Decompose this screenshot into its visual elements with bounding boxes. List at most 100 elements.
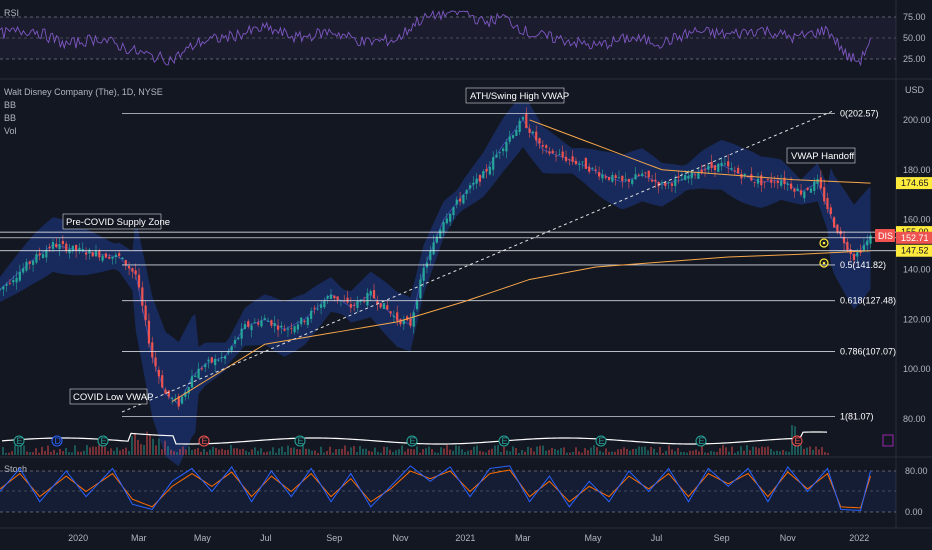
time-axis[interactable]: 2020 Mar May Jul Sep Nov 2021 Mar May Jul Sep Nov 20… [68,533,869,543]
earnings-marker[interactable]: E [97,435,109,447]
svg-text:E: E [298,436,304,446]
volume-bar [26,451,28,455]
alert-icon-2[interactable] [819,258,829,268]
volume-bar [407,448,409,455]
volume-bar [629,450,631,455]
volume-bar [755,447,757,455]
alert-icon-1[interactable] [819,238,829,248]
annotation-pre-covid[interactable]: Pre-COVID Supply Zone [62,213,170,230]
volume-bar [467,450,469,455]
volume-bar [44,450,46,455]
rsi-tick-label: 50.00 [903,33,926,43]
volume-bar [665,450,667,455]
candle-body [154,357,157,367]
volume-bar [659,447,661,455]
candle-body [171,397,174,399]
candle-body [541,145,544,147]
volume-bar [362,448,364,455]
earnings-marker[interactable]: E [406,435,418,447]
price-tag[interactable] [896,177,932,190]
stoch-band [0,471,896,512]
price-pane[interactable]: 0(202.57) 0.5(141.82) 0.618(127.48) 0.786(1… [0,85,932,467]
candle-body [607,177,611,180]
earnings-marker[interactable]: E [695,435,707,447]
stoch-pane[interactable]: Stoch 0.00 80.00 [0,464,928,517]
volume-bar [773,451,775,455]
candle-body [594,169,597,171]
candle-body [217,360,220,362]
volume-bar [449,449,451,455]
candle-body [823,187,826,202]
trendline-dashed[interactable] [121,110,834,413]
volume-bar [713,451,715,455]
rsi-tick-label: 25.00 [903,54,926,64]
candle-body [101,255,104,261]
stoch-k-line[interactable] [0,465,872,511]
earnings-marker[interactable]: E [294,435,306,447]
volume-bar [704,452,706,455]
candle-body [584,158,587,169]
price-tag[interactable] [896,244,932,257]
candle-body [816,178,819,184]
volume-bar [578,451,580,455]
volume-bar [719,448,721,455]
rsi-label[interactable]: RSI [4,8,19,18]
earnings-marker[interactable]: E [498,435,510,447]
volume-bar [272,447,274,455]
candle-body [326,296,329,299]
earnings-marker[interactable]: E [595,435,607,447]
rsi-pane[interactable]: RSI 25.00 50.00 75.00 [0,8,926,67]
volume-bar [662,452,664,455]
bb-indicator-label-1[interactable]: BB [4,100,16,110]
candle-body [773,181,776,183]
volume-bar [236,448,238,455]
vwap-ath-line[interactable] [529,119,871,184]
volume-bar [338,449,340,455]
volume-bar [320,446,322,455]
candle-body [637,174,640,176]
candle-body [654,179,657,182]
volume-bar [599,450,601,455]
earnings-marker[interactable]: E [791,435,803,447]
earnings-marker[interactable]: E [198,435,210,447]
volume-bar [32,452,34,455]
annotation-covid-low[interactable]: COVID Low VWAP [69,388,153,405]
volume-bar [173,451,175,455]
volume-bar [155,445,157,455]
ticker-tag[interactable]: DIS [875,229,895,242]
stoch-d-line[interactable] [0,469,872,509]
volume-bar [776,450,778,455]
volume-bar [278,448,280,455]
rsi-line[interactable] [0,9,871,67]
volume-bar [98,445,100,455]
volume-bar [737,451,739,455]
bollinger-band[interactable] [0,92,871,467]
vol-indicator-label[interactable]: Vol [4,126,17,136]
volume-bar [458,446,460,455]
event-flag-icon[interactable] [882,434,894,447]
volume-bar [392,452,394,455]
volume-bar [572,451,574,455]
volume-bar [500,451,502,455]
volume-bar [230,445,232,455]
bollinger-basis[interactable] [0,119,871,405]
symbol-title[interactable]: Walt Disney Company (The), 1D, NYSE [4,87,163,97]
dividend-marker[interactable]: D [51,435,63,447]
annotation-ath-vwap[interactable]: ATH/Swing High VWAP [465,87,569,104]
volume-bar [716,451,718,455]
vwap-covid-low-line[interactable] [171,250,871,403]
annotation-vwap-handoff[interactable]: VWAP Handoff [786,147,856,164]
volume-bar [212,446,214,455]
candle-body [276,325,280,330]
price-tag[interactable] [896,231,932,244]
volume-bar [569,452,571,455]
candle-body [690,171,693,179]
volume-bar [314,450,316,455]
volume-bar [65,447,67,455]
stoch-label[interactable]: Stoch [4,464,27,474]
volume-bar [368,450,370,455]
volume-bar [134,432,136,455]
earnings-marker[interactable]: E [13,435,25,447]
bb-indicator-label-2[interactable]: BB [4,113,16,123]
